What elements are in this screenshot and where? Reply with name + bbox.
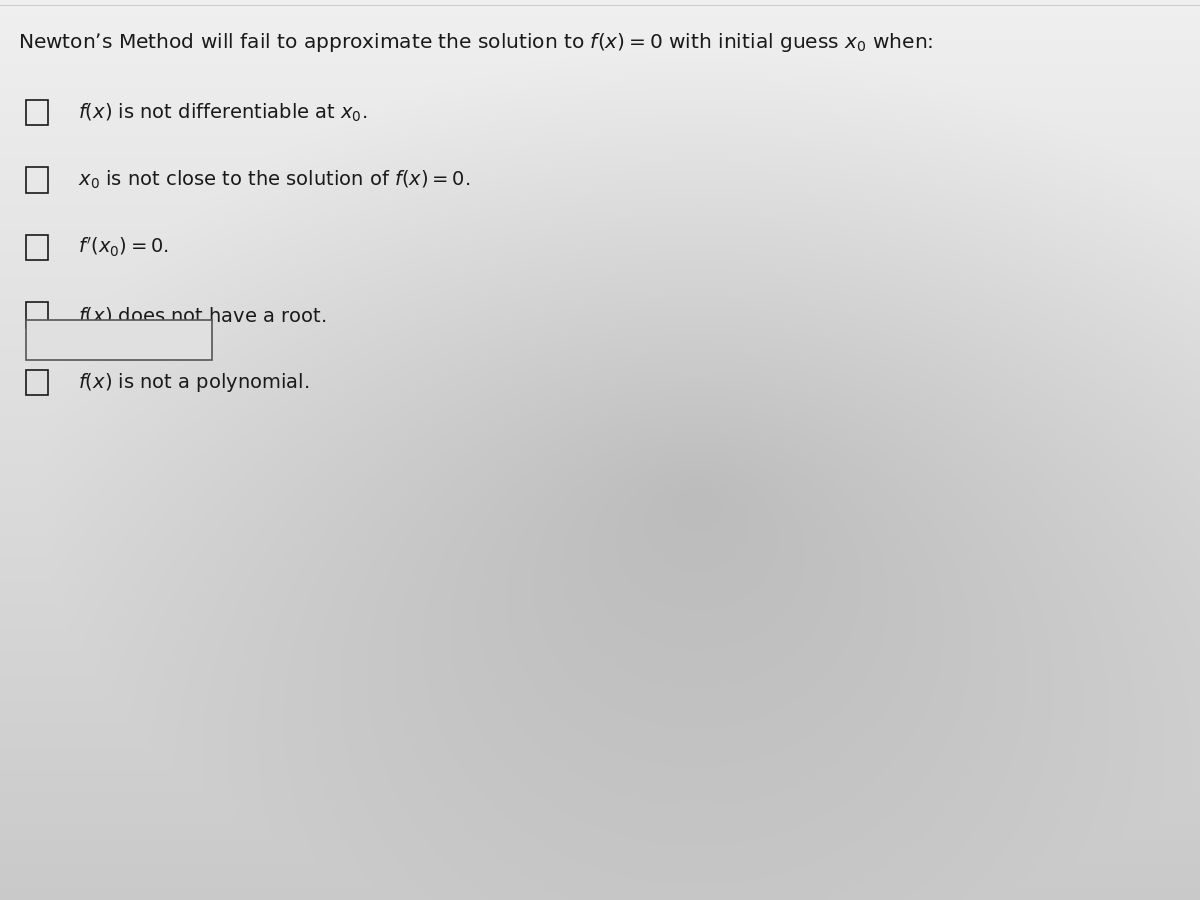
Text: Newton’s Method will fail to approximate the solution to $f(x) = 0$ with initial: Newton’s Method will fail to approximate… <box>18 32 934 55</box>
Text: > Next Question: > Next Question <box>44 331 194 348</box>
Text: $f'(x_0) = 0$.: $f'(x_0) = 0$. <box>78 236 169 259</box>
Text: $f(x)$ is not differentiable at $x_0$.: $f(x)$ is not differentiable at $x_0$. <box>78 102 367 123</box>
Text: $f(x)$ is not a polynomial.: $f(x)$ is not a polynomial. <box>78 371 310 394</box>
FancyBboxPatch shape <box>26 320 212 360</box>
Text: $f(x)$ does not have a root.: $f(x)$ does not have a root. <box>78 304 326 326</box>
Text: $x_0$ is not close to the solution of $f(x) = 0$.: $x_0$ is not close to the solution of $f… <box>78 169 470 191</box>
